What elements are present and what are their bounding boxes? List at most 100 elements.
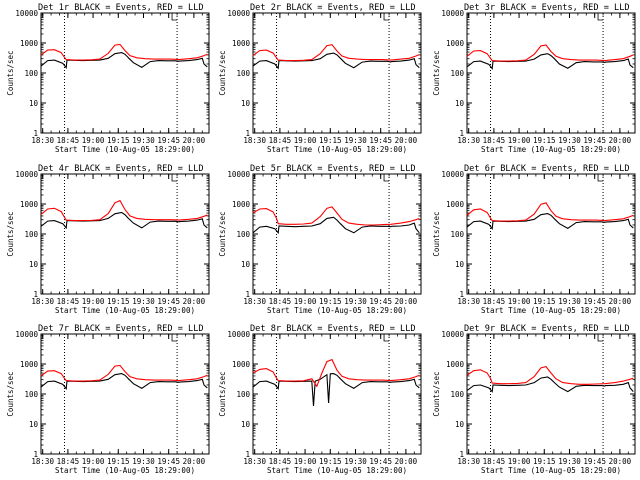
y-tick-label: 1000 (20, 200, 39, 209)
x-tick-label: 19:15 (533, 136, 556, 145)
y-tick-label: 100 (450, 230, 464, 239)
panel-det-1: Det 1r BLACK = Events, RED = LLD 1 10 100 10… (6, 3, 210, 154)
plot-frame (466, 333, 636, 455)
x-tick-label: 19:15 (533, 297, 556, 306)
y-tick-label: 100 (236, 390, 250, 399)
x-tick-label: 19:00 (82, 297, 105, 306)
interval-marker (383, 174, 390, 182)
x-tick-label: 20:00 (183, 136, 206, 145)
plot-frame (40, 12, 210, 134)
y-tick-label: 1 (459, 129, 464, 138)
x-tick-label: 20:00 (183, 457, 206, 466)
y-axis-label: Counts/sec (432, 50, 441, 95)
plot-frame (252, 12, 422, 134)
x-tick-label: 18:45 (57, 297, 80, 306)
x-tick-label: 19:30 (344, 297, 367, 306)
panel-title: Det 3r BLACK = Events, RED = LLD (464, 3, 630, 13)
y-tick-label: 1000 (232, 360, 251, 369)
x-tick-label: 18:45 (269, 136, 292, 145)
interval-marker (171, 13, 178, 21)
y-tick-label: 1000 (446, 39, 465, 48)
y-axis-label: Counts/sec (6, 211, 15, 256)
lld-series-line (40, 43, 208, 61)
panel-det-5: Det 5r BLACK = Events, RED = LLD 1 10 100 10… (218, 164, 422, 315)
lld-series-line (252, 44, 420, 62)
panel-title: Det 4r BLACK = Events, RED = LLD (38, 164, 204, 174)
y-tick-label: 100 (450, 390, 464, 399)
events-series-line (466, 376, 634, 393)
interval-marker (597, 334, 604, 342)
panel-det-3: Det 3r BLACK = Events, RED = LLD 1 10 100 10… (432, 3, 636, 154)
y-tick-label: 10 (241, 99, 251, 108)
panel-title: Det 8r BLACK = Events, RED = LLD (250, 324, 416, 334)
y-tick-label: 1 (33, 290, 38, 299)
x-tick-label: 19:45 (157, 136, 180, 145)
y-tick-label: 1 (245, 290, 250, 299)
y-tick-label: 10 (29, 99, 39, 108)
x-tick-label: 18:45 (483, 457, 506, 466)
x-tick-label: 19:00 (294, 297, 317, 306)
panel-det-9: Det 9r BLACK = Events, RED = LLD 1 10 100 10… (432, 324, 636, 475)
x-tick-label: 19:00 (82, 136, 105, 145)
y-tick-label: 1000 (446, 360, 465, 369)
x-tick-label: 18:45 (483, 297, 506, 306)
y-tick-label: 10 (29, 420, 39, 429)
x-tick-label: 20:00 (609, 136, 632, 145)
y-tick-label: 10 (241, 260, 251, 269)
events-series-line (252, 373, 420, 406)
lld-series-line (40, 364, 208, 382)
x-axis-label: Start Time (10-Aug-05 18:29:00) (481, 466, 621, 475)
y-tick-label: 10000 (15, 330, 38, 339)
panel-title: Det 2r BLACK = Events, RED = LLD (250, 3, 416, 13)
y-tick-label: 100 (24, 390, 38, 399)
x-tick-label: 19:15 (107, 297, 130, 306)
panel-title: Det 5r BLACK = Events, RED = LLD (250, 164, 416, 174)
x-axis-label: Start Time (10-Aug-05 18:29:00) (267, 306, 407, 315)
y-tick-label: 100 (236, 69, 250, 78)
interval-marker (597, 174, 604, 182)
y-tick-label: 1000 (446, 200, 465, 209)
y-axis-label: Counts/sec (432, 211, 441, 256)
x-tick-label: 18:30 (31, 457, 54, 466)
y-tick-label: 1000 (232, 200, 251, 209)
x-axis-label: Start Time (10-Aug-05 18:29:00) (55, 466, 195, 475)
y-axis-label: Counts/sec (218, 371, 227, 416)
x-tick-label: 20:00 (609, 297, 632, 306)
plot-frame (466, 173, 636, 295)
y-tick-label: 1 (245, 450, 250, 459)
interval-marker (383, 334, 390, 342)
interval-marker (171, 334, 178, 342)
y-tick-label: 10 (241, 420, 251, 429)
x-tick-label: 18:30 (243, 297, 266, 306)
x-tick-label: 19:45 (369, 136, 392, 145)
x-tick-label: 19:15 (107, 136, 130, 145)
y-axis-label: Counts/sec (432, 371, 441, 416)
x-tick-label: 19:00 (294, 457, 317, 466)
x-tick-label: 18:30 (457, 457, 480, 466)
lld-series-line (40, 199, 208, 222)
x-tick-label: 19:30 (558, 136, 581, 145)
x-tick-label: 20:00 (183, 297, 206, 306)
plot-frame (252, 333, 422, 455)
y-axis-label: Counts/sec (6, 371, 15, 416)
x-tick-label: 19:45 (157, 297, 180, 306)
y-tick-label: 1 (33, 450, 38, 459)
panel-title: Det 6r BLACK = Events, RED = LLD (464, 164, 630, 174)
y-tick-label: 1000 (232, 39, 251, 48)
x-tick-label: 18:45 (483, 136, 506, 145)
plot-frame (40, 173, 210, 295)
x-tick-label: 19:30 (132, 297, 155, 306)
x-tick-label: 19:30 (558, 297, 581, 306)
y-tick-label: 1000 (20, 360, 39, 369)
x-tick-label: 18:45 (269, 457, 292, 466)
plot-frame (252, 173, 422, 295)
y-tick-label: 10 (455, 260, 465, 269)
events-series-line (40, 52, 208, 70)
panel-title: Det 7r BLACK = Events, RED = LLD (38, 324, 204, 334)
plot-frame (466, 12, 636, 134)
x-tick-label: 19:30 (344, 136, 367, 145)
y-tick-label: 10 (29, 260, 39, 269)
x-tick-label: 19:45 (369, 297, 392, 306)
x-axis-label: Start Time (10-Aug-05 18:29:00) (55, 306, 195, 315)
